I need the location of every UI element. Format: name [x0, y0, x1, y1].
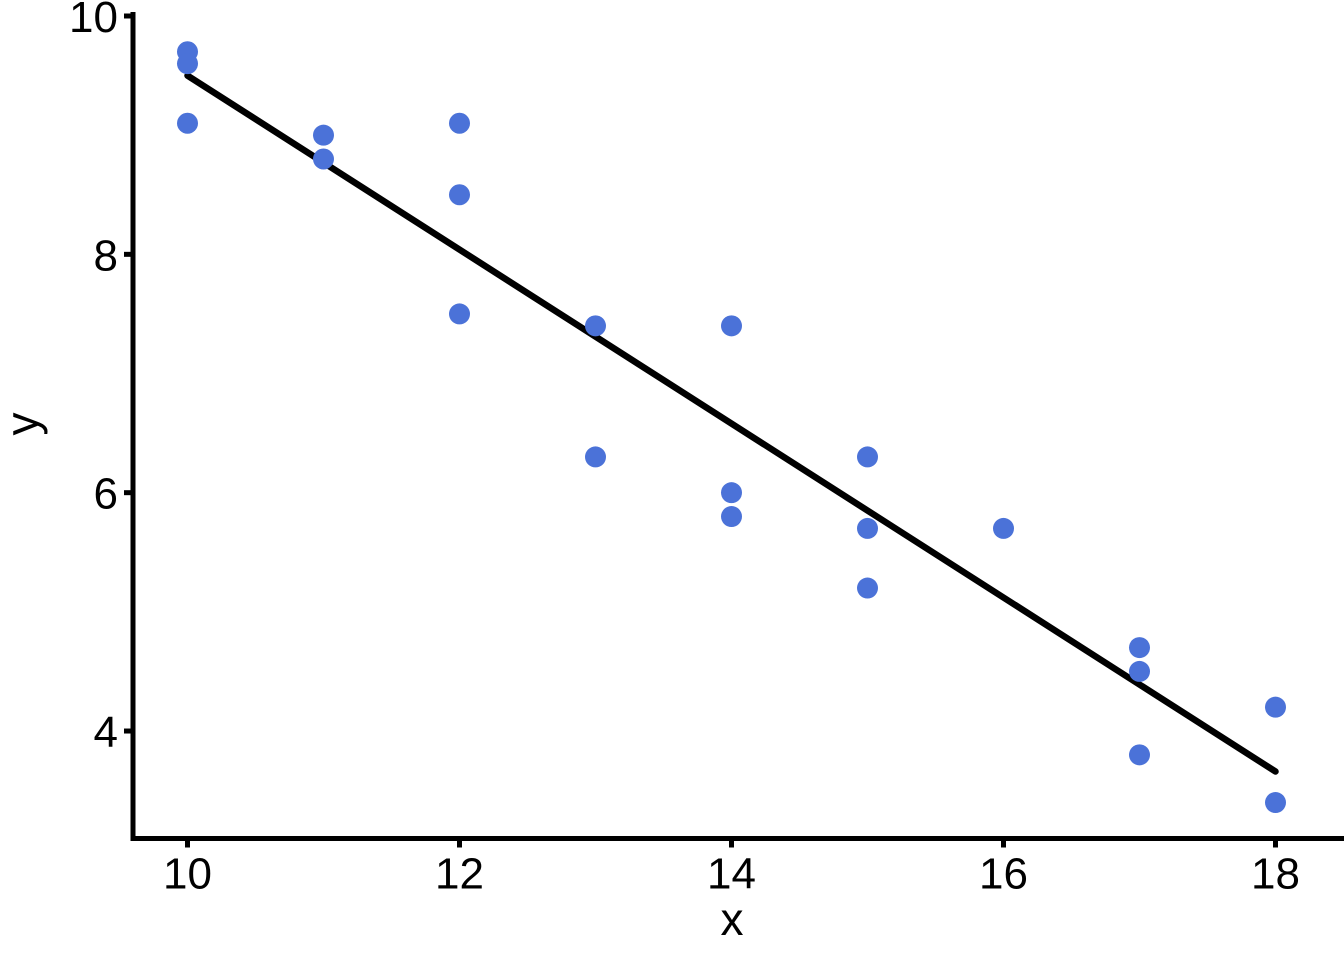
y-tick-label: 8: [94, 231, 118, 280]
data-point: [313, 124, 334, 146]
data-point: [1129, 637, 1150, 659]
x-tick-label: 14: [707, 850, 756, 899]
data-point: [721, 506, 742, 528]
x-tick-label: 16: [979, 850, 1028, 899]
data-point: [449, 303, 470, 325]
x-axis-ticks: 10 12 14 16 18: [163, 838, 1300, 899]
y-axis-ticks: 4 6 8 10: [69, 0, 133, 757]
y-tick-label: 10: [69, 0, 118, 42]
x-tick-label: 10: [163, 850, 212, 899]
x-axis-title: x: [721, 893, 744, 945]
x-tick-label: 12: [435, 850, 484, 899]
data-point: [449, 112, 470, 134]
data-point: [1265, 792, 1286, 814]
data-point: [449, 184, 470, 206]
data-point: [857, 517, 878, 539]
data-point: [993, 517, 1014, 539]
data-point: [721, 315, 742, 337]
y-axis-title: y: [0, 413, 48, 436]
data-point: [1265, 696, 1286, 718]
data-point: [585, 315, 606, 337]
y-tick-label: 6: [94, 470, 118, 519]
data-point: [1129, 744, 1150, 766]
y-tick-label: 4: [94, 708, 118, 757]
data-point: [313, 148, 334, 170]
trend-line: [184, 72, 1279, 775]
data-point: [857, 577, 878, 599]
data-point: [177, 112, 198, 134]
scatter-points: [177, 41, 1286, 814]
x-tick-label: 18: [1251, 850, 1300, 899]
data-point: [857, 446, 878, 468]
data-point: [177, 53, 198, 75]
data-point: [585, 446, 606, 468]
data-point: [721, 482, 742, 504]
data-point: [1129, 660, 1150, 682]
